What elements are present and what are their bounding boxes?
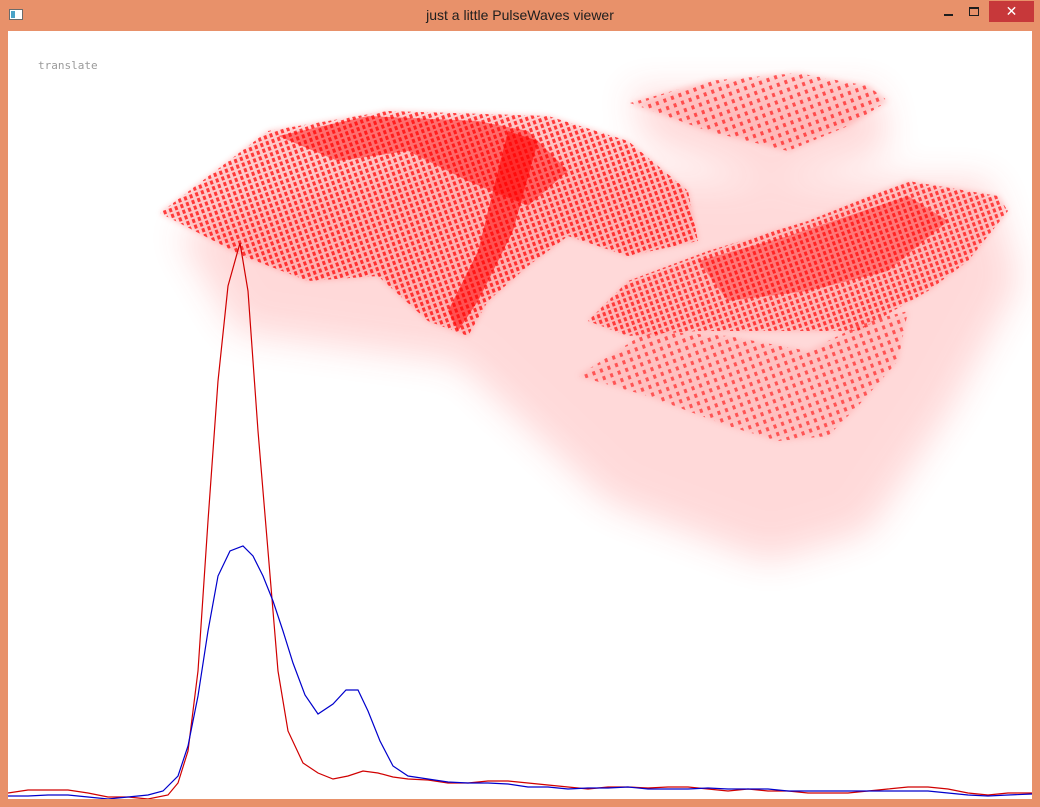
waveform-outgoing-line: [8, 242, 1032, 799]
point-cloud-tile-east: [588, 181, 1008, 336]
window-title: just a little PulseWaves viewer: [426, 7, 614, 23]
app-icon[interactable]: [9, 9, 23, 20]
title-bar[interactable]: just a little PulseWaves viewer ✕: [0, 0, 1040, 31]
maximize-button[interactable]: [961, 1, 987, 22]
minimize-icon: [943, 13, 953, 16]
point-cloud-tile-main: [160, 111, 698, 336]
render-viewport[interactable]: translate: [8, 31, 1032, 799]
point-cloud-tile-north: [630, 73, 888, 151]
minimize-button[interactable]: [935, 1, 961, 22]
waveform-plot: [8, 242, 1032, 799]
close-button[interactable]: ✕: [989, 1, 1034, 22]
interaction-mode-label: translate: [38, 59, 98, 72]
point-cloud-scene: [8, 73, 1032, 799]
maximize-icon: [969, 7, 979, 16]
point-cloud-tile-south: [578, 311, 908, 441]
waveform-returning-line: [8, 545, 1032, 799]
